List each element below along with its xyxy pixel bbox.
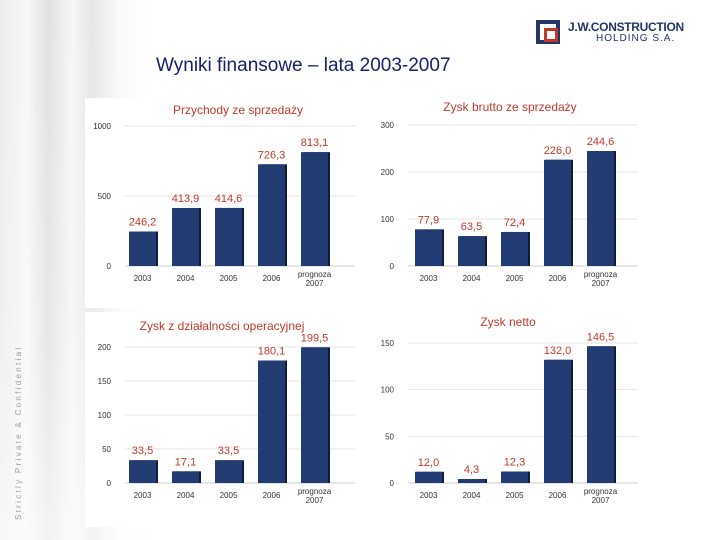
y-tick-label: 150 [381, 339, 395, 348]
data-label: 17,1 [175, 456, 196, 468]
x-tick-label: 2003 [420, 274, 438, 283]
bar [501, 471, 528, 483]
data-label: 180,1 [258, 346, 286, 358]
x-tick-label: 2003 [134, 491, 152, 500]
x-tick-label: 2005 [506, 491, 524, 500]
chart-gross-profit: Zysk brutto ze sprzedaży 0 100 200 300 77,9 20… [368, 98, 648, 308]
x-tick-label: prognoza 2007 [584, 270, 618, 288]
bar [415, 471, 442, 483]
logo-company-suffix: HOLDING S.A. [596, 33, 676, 44]
data-label: 226,0 [544, 145, 572, 157]
bar [215, 207, 242, 266]
data-label: 12,0 [418, 457, 439, 469]
data-label: 813,1 [301, 137, 329, 149]
data-label: 33,5 [218, 445, 239, 457]
data-label: 146,5 [587, 331, 615, 343]
x-tick-label: 2006 [263, 274, 281, 283]
x-tick-label: 2004 [463, 491, 481, 500]
chart-title: Zysk netto [480, 315, 536, 329]
logo-company-name: J.W.CONSTRUCTION [568, 20, 684, 34]
x-tick-label: prognoza 2007 [298, 270, 332, 288]
x-tick-label: 2006 [549, 274, 567, 283]
y-tick-label: 0 [390, 262, 395, 271]
bar [215, 460, 242, 483]
x-tick-label: prognoza 2007 [584, 487, 618, 505]
x-tick-label: 2003 [134, 274, 152, 283]
bar [172, 208, 199, 266]
bar [544, 159, 571, 266]
bar [458, 236, 485, 266]
data-label: 244,6 [587, 136, 615, 148]
chart-revenue: Przychody ze sprzedaży 0 500 1000 246,2 2003 4… [85, 98, 370, 308]
y-tick-label: 50 [102, 445, 111, 454]
y-tick-label: 100 [98, 411, 112, 420]
bar [458, 478, 485, 483]
y-tick-label: 0 [107, 262, 112, 271]
chart-title: Zysk brutto ze sprzedaży [443, 100, 576, 114]
y-tick-label: 300 [381, 121, 395, 130]
confidential-side-text: Strictly Private & Confidential [14, 345, 23, 520]
bar [415, 229, 442, 266]
x-tick-label: 2005 [220, 274, 238, 283]
data-label: 726,3 [258, 149, 286, 161]
x-tick-label: prognoza 2007 [298, 487, 332, 505]
y-tick-label: 1000 [93, 122, 111, 131]
data-label: 77,9 [418, 214, 439, 226]
bar [129, 460, 156, 483]
x-tick-label: 2006 [549, 491, 567, 500]
y-tick-label: 0 [107, 479, 112, 488]
chart-net-profit: Zysk netto 0 50 100 150 12,0 2003 4,3 2004 12,3 20… [368, 312, 648, 527]
data-label: 12,3 [504, 457, 525, 469]
data-label: 63,5 [461, 221, 482, 233]
data-label: 246,2 [129, 217, 157, 229]
y-tick-label: 200 [98, 343, 112, 352]
data-label: 4,3 [464, 464, 479, 476]
y-tick-label: 100 [381, 386, 395, 395]
bar [172, 471, 199, 483]
y-tick-label: 100 [381, 215, 395, 224]
page-title: Wyniki finansowe – lata 2003-2007 [156, 55, 451, 76]
data-label: 33,5 [132, 445, 153, 457]
x-tick-label: 2003 [420, 491, 438, 500]
data-label: 199,5 [301, 332, 329, 344]
x-tick-label: 2004 [177, 491, 195, 500]
x-tick-label: 2006 [263, 491, 281, 500]
y-tick-label: 200 [381, 168, 395, 177]
data-label: 414,6 [215, 193, 243, 205]
y-tick-label: 150 [98, 377, 112, 386]
data-label: 72,4 [504, 217, 525, 229]
bar [129, 231, 156, 266]
bar [501, 231, 528, 266]
y-tick-label: 500 [98, 192, 112, 201]
bar [258, 164, 285, 266]
chart-operating-profit: Zysk z działalności operacyjnej 0 50 100 150… [85, 312, 370, 527]
x-tick-label: 2004 [463, 274, 481, 283]
bar [587, 346, 614, 483]
bar [258, 360, 285, 483]
chart-title: Przychody ze sprzedaży [173, 103, 303, 117]
data-label: 132,0 [544, 345, 572, 357]
x-tick-label: 2005 [506, 274, 524, 283]
bar [544, 359, 571, 483]
y-tick-label: 50 [385, 432, 394, 441]
chart-title: Zysk z działalności operacyjnej [140, 319, 305, 333]
x-tick-label: 2004 [177, 274, 195, 283]
y-tick-label: 0 [390, 479, 395, 488]
bar [301, 152, 328, 266]
x-tick-label: 2005 [220, 491, 238, 500]
logo-mark-icon [536, 20, 560, 44]
bar [587, 151, 614, 266]
data-label: 413,9 [172, 193, 200, 205]
bar [301, 347, 328, 483]
